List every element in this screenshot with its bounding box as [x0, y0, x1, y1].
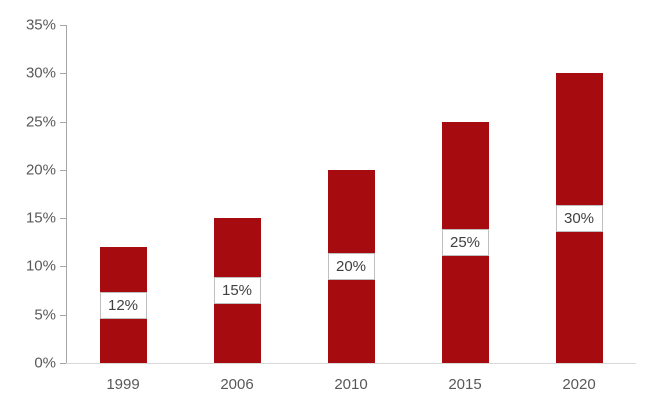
x-tick-label-2006: 2006 [220, 376, 254, 393]
y-tick-label: 0% [34, 354, 56, 372]
x-tick-label-2020: 2020 [562, 376, 596, 393]
bar-data-label-2006: 15% [213, 277, 261, 305]
x-axis-line [66, 363, 636, 364]
bar-data-label-2010: 20% [327, 252, 375, 280]
y-tick-label: 25% [25, 113, 56, 131]
y-axis-tick [60, 25, 66, 26]
y-tick-label: 35% [25, 16, 56, 34]
y-axis-tick [60, 169, 66, 171]
x-tick-label-2010: 2010 [334, 376, 368, 393]
y-tick-label: 5% [34, 306, 56, 324]
bar-data-label-2020: 30% [555, 204, 603, 232]
y-axis-tick [60, 363, 66, 364]
y-tick-label: 15% [25, 209, 56, 227]
x-tick-label-2015: 2015 [448, 376, 482, 393]
y-tick-label: 30% [25, 64, 56, 82]
y-axis-tick [60, 314, 66, 316]
y-axis-line [66, 25, 67, 363]
bar-data-label-2015: 25% [441, 228, 489, 256]
y-axis-tick [60, 266, 66, 268]
y-tick-label: 20% [25, 161, 56, 179]
x-tick-label-1999: 1999 [106, 376, 140, 393]
y-axis-tick [60, 121, 66, 123]
y-axis-tick [60, 218, 66, 220]
y-axis-tick [60, 73, 66, 75]
bar-data-label-1999: 12% [99, 291, 147, 319]
y-tick-label: 10% [25, 257, 56, 275]
